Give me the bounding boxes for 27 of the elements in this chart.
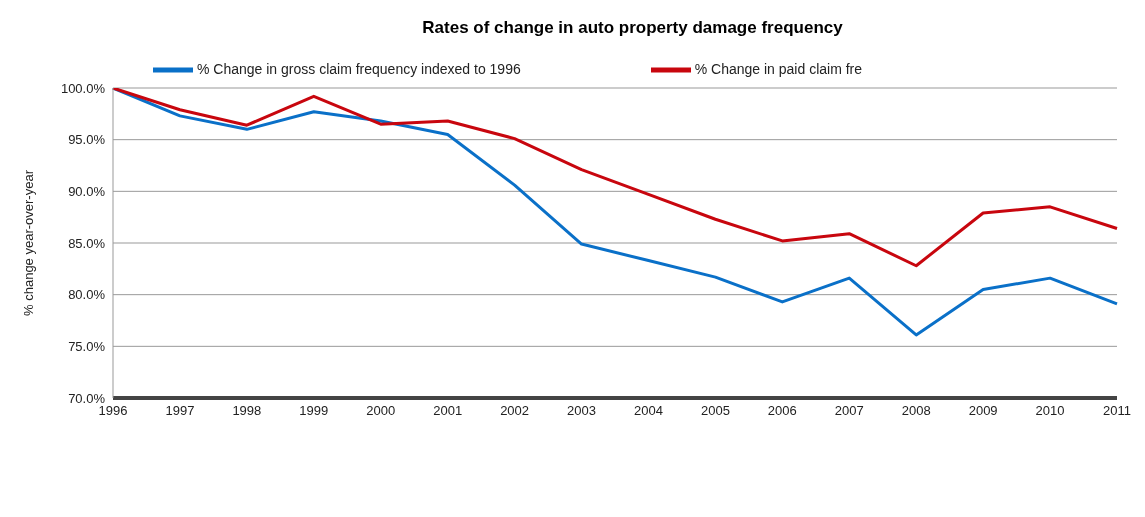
x-tick-label: 2006: [767, 403, 797, 419]
x-tick-label: 2005: [700, 403, 730, 419]
x-tick-label: 2009: [968, 403, 998, 419]
y-tick-label: 75.0%: [68, 338, 106, 354]
x-tick-label: 2007: [834, 403, 864, 419]
legend-label: % Change in gross claim frequency indexed to 1996: [196, 60, 521, 77]
x-tick-label: 2010: [1035, 403, 1065, 419]
x-tick-label: 2002: [500, 403, 530, 419]
y-tick-label: 80.0%: [68, 287, 106, 303]
chart-title: Rates of change in auto property damage frequency: [421, 18, 844, 38]
x-tick-label: 2003: [567, 403, 596, 419]
x-tick-label: 2000: [366, 403, 396, 419]
x-tick-label: 2004: [634, 403, 663, 419]
x-tick-label: 2008: [901, 403, 931, 419]
x-tick-label: 1997: [165, 403, 195, 419]
x-tick-label: 1996: [98, 403, 128, 419]
y-tick-label: 90.0%: [68, 183, 106, 199]
x-tick-label: 2011: [1103, 403, 1131, 419]
y-tick-label: 85.0%: [68, 235, 106, 251]
x-tick-label: 1998: [232, 403, 262, 419]
y-tick-label: 70.0%: [68, 390, 106, 406]
y-tick-label: 95.0%: [68, 132, 106, 148]
x-tick-label: 2001: [433, 403, 463, 419]
y-axis-title: % change year-over-year: [20, 169, 36, 316]
legend-label: % Change in paid claim fre: [694, 60, 863, 77]
x-tick-label: 1999: [299, 403, 329, 419]
y-tick-label: 100.0%: [60, 80, 106, 96]
